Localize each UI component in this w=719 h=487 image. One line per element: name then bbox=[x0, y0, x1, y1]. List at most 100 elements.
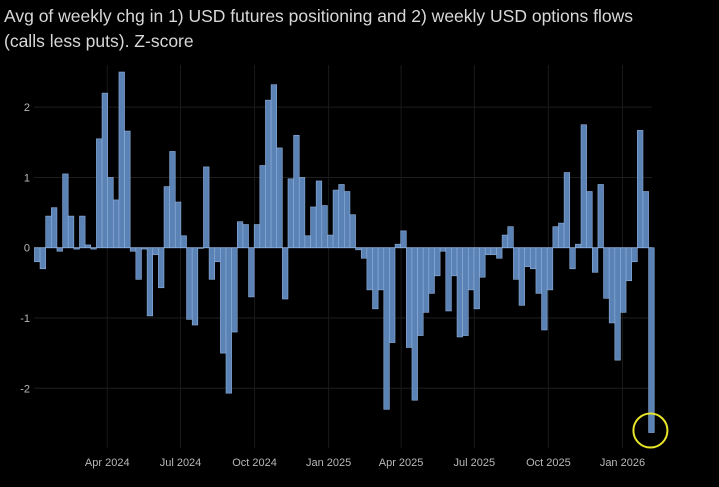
bar bbox=[473, 247, 480, 310]
bar bbox=[79, 215, 86, 249]
x-tick-label: Jan 2026 bbox=[600, 457, 645, 469]
bar bbox=[220, 247, 227, 354]
x-tick-label: Oct 2024 bbox=[232, 457, 277, 469]
bar bbox=[586, 191, 593, 249]
bar bbox=[563, 172, 571, 249]
bar bbox=[377, 247, 385, 291]
bar bbox=[507, 226, 514, 249]
bar bbox=[298, 177, 306, 249]
bar bbox=[468, 247, 475, 291]
bar bbox=[242, 224, 249, 249]
bar bbox=[591, 247, 599, 273]
bar bbox=[383, 247, 390, 410]
bar bbox=[546, 247, 554, 291]
bar bbox=[456, 247, 463, 338]
x-tick-label: Apr 2025 bbox=[379, 457, 424, 469]
bar bbox=[118, 71, 125, 249]
bar bbox=[490, 247, 497, 256]
bar bbox=[315, 180, 323, 249]
bar bbox=[208, 247, 216, 280]
bar bbox=[642, 191, 649, 249]
bar bbox=[34, 247, 41, 263]
bar bbox=[186, 247, 193, 320]
bar bbox=[51, 207, 58, 249]
bar bbox=[67, 215, 75, 249]
bar bbox=[225, 247, 232, 394]
bar bbox=[575, 243, 582, 249]
bar bbox=[360, 247, 368, 259]
bar bbox=[214, 247, 221, 263]
bar bbox=[344, 191, 351, 249]
bar bbox=[603, 247, 610, 299]
bar bbox=[569, 247, 576, 270]
bar bbox=[451, 247, 458, 277]
bar bbox=[501, 234, 509, 249]
bar bbox=[614, 247, 621, 361]
bar bbox=[535, 247, 542, 294]
bar bbox=[293, 134, 300, 249]
bar bbox=[62, 173, 69, 249]
bar bbox=[304, 235, 311, 249]
bar bbox=[372, 247, 379, 310]
bar bbox=[479, 247, 486, 278]
bar bbox=[484, 247, 492, 256]
bar bbox=[518, 247, 525, 306]
bar bbox=[231, 247, 238, 333]
bar bbox=[56, 247, 63, 252]
bar bbox=[445, 247, 452, 312]
bar bbox=[124, 130, 131, 249]
bar bbox=[462, 247, 469, 336]
chart-title: Avg of weekly chg in 1) USD futures posi… bbox=[4, 4, 716, 54]
x-tick-label: Jan 2025 bbox=[306, 457, 351, 469]
bar bbox=[248, 247, 255, 298]
bar bbox=[270, 84, 277, 249]
bar bbox=[631, 247, 638, 263]
annotation-circle bbox=[632, 412, 669, 449]
bar bbox=[152, 247, 159, 256]
chart-title-line-2: (calls less puts). Z-score bbox=[4, 31, 194, 51]
bar bbox=[203, 166, 210, 249]
bar bbox=[129, 247, 137, 252]
bar bbox=[620, 247, 627, 313]
bar bbox=[287, 178, 294, 249]
bar bbox=[96, 138, 103, 249]
bar bbox=[597, 184, 604, 249]
bar bbox=[406, 247, 413, 348]
bar bbox=[400, 230, 407, 249]
x-tick-label: Oct 2025 bbox=[526, 457, 571, 469]
bar bbox=[174, 201, 182, 249]
bar bbox=[191, 247, 199, 326]
bar bbox=[107, 177, 114, 249]
bar bbox=[411, 247, 418, 401]
bar bbox=[428, 247, 435, 294]
bar bbox=[327, 234, 334, 249]
bar bbox=[625, 247, 632, 282]
bar bbox=[529, 247, 537, 270]
bar bbox=[163, 186, 170, 249]
bar bbox=[135, 247, 142, 280]
bar bbox=[146, 247, 154, 317]
y-tick-label: -1 bbox=[20, 313, 30, 325]
bar bbox=[541, 247, 548, 331]
bar bbox=[366, 247, 373, 291]
bar bbox=[580, 124, 587, 249]
bar bbox=[637, 130, 644, 249]
bar bbox=[513, 247, 520, 280]
bar bbox=[349, 214, 356, 249]
bar bbox=[394, 243, 401, 249]
y-tick-label: 2 bbox=[24, 102, 30, 114]
bar bbox=[276, 147, 283, 249]
y-tick-label: 1 bbox=[24, 172, 30, 184]
bar bbox=[608, 247, 616, 324]
bar bbox=[310, 206, 317, 249]
y-tick-label: -2 bbox=[20, 383, 30, 395]
bar bbox=[439, 247, 447, 252]
bar bbox=[332, 189, 339, 249]
bar bbox=[39, 247, 46, 270]
bar bbox=[84, 244, 92, 249]
bar bbox=[496, 247, 503, 259]
bar bbox=[180, 235, 187, 249]
bar bbox=[417, 247, 424, 336]
bar bbox=[389, 247, 396, 343]
bar bbox=[265, 99, 272, 249]
